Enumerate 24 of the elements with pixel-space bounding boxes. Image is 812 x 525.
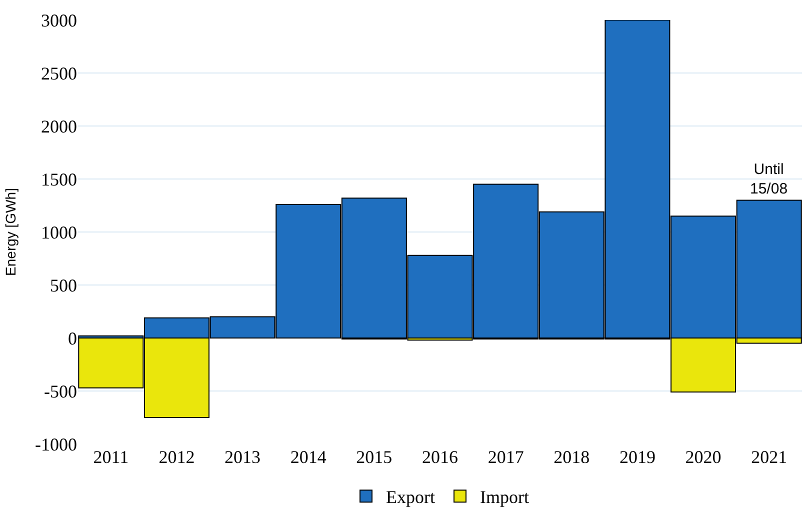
x-tick-label: 2017 bbox=[488, 447, 524, 467]
y-tick-label: -1000 bbox=[35, 434, 77, 454]
y-tick-label: 2500 bbox=[41, 63, 77, 84]
annotation: Until 15/08 bbox=[750, 161, 788, 198]
x-tick-label: 2015 bbox=[356, 447, 392, 467]
x-tick-label: 2021 bbox=[751, 447, 788, 467]
x-tick-label: 2018 bbox=[554, 447, 590, 467]
legend-label: Import bbox=[480, 487, 529, 508]
x-tick-label: 2012 bbox=[158, 447, 195, 467]
x-tick-label: 2014 bbox=[290, 447, 326, 467]
y-tick-label: 2000 bbox=[41, 116, 77, 136]
x-tick-label: 2016 bbox=[422, 447, 458, 467]
y-axis-title: Energy [GWh] bbox=[2, 188, 19, 276]
y-tick-label: 1000 bbox=[41, 222, 77, 242]
y-tick-label: 0 bbox=[68, 328, 77, 348]
y-tick-label: 3000 bbox=[41, 10, 77, 30]
legend-label: Export bbox=[386, 487, 435, 508]
x-tick-label: 2011 bbox=[93, 447, 129, 467]
x-tick-label: 2013 bbox=[224, 447, 261, 467]
x-tick-label: 2020 bbox=[685, 447, 722, 467]
x-tick-label: 2019 bbox=[619, 447, 656, 467]
y-tick-label: 1500 bbox=[41, 169, 77, 190]
y-tick-label: -500 bbox=[44, 381, 77, 402]
y-tick-label: 500 bbox=[50, 275, 77, 296]
